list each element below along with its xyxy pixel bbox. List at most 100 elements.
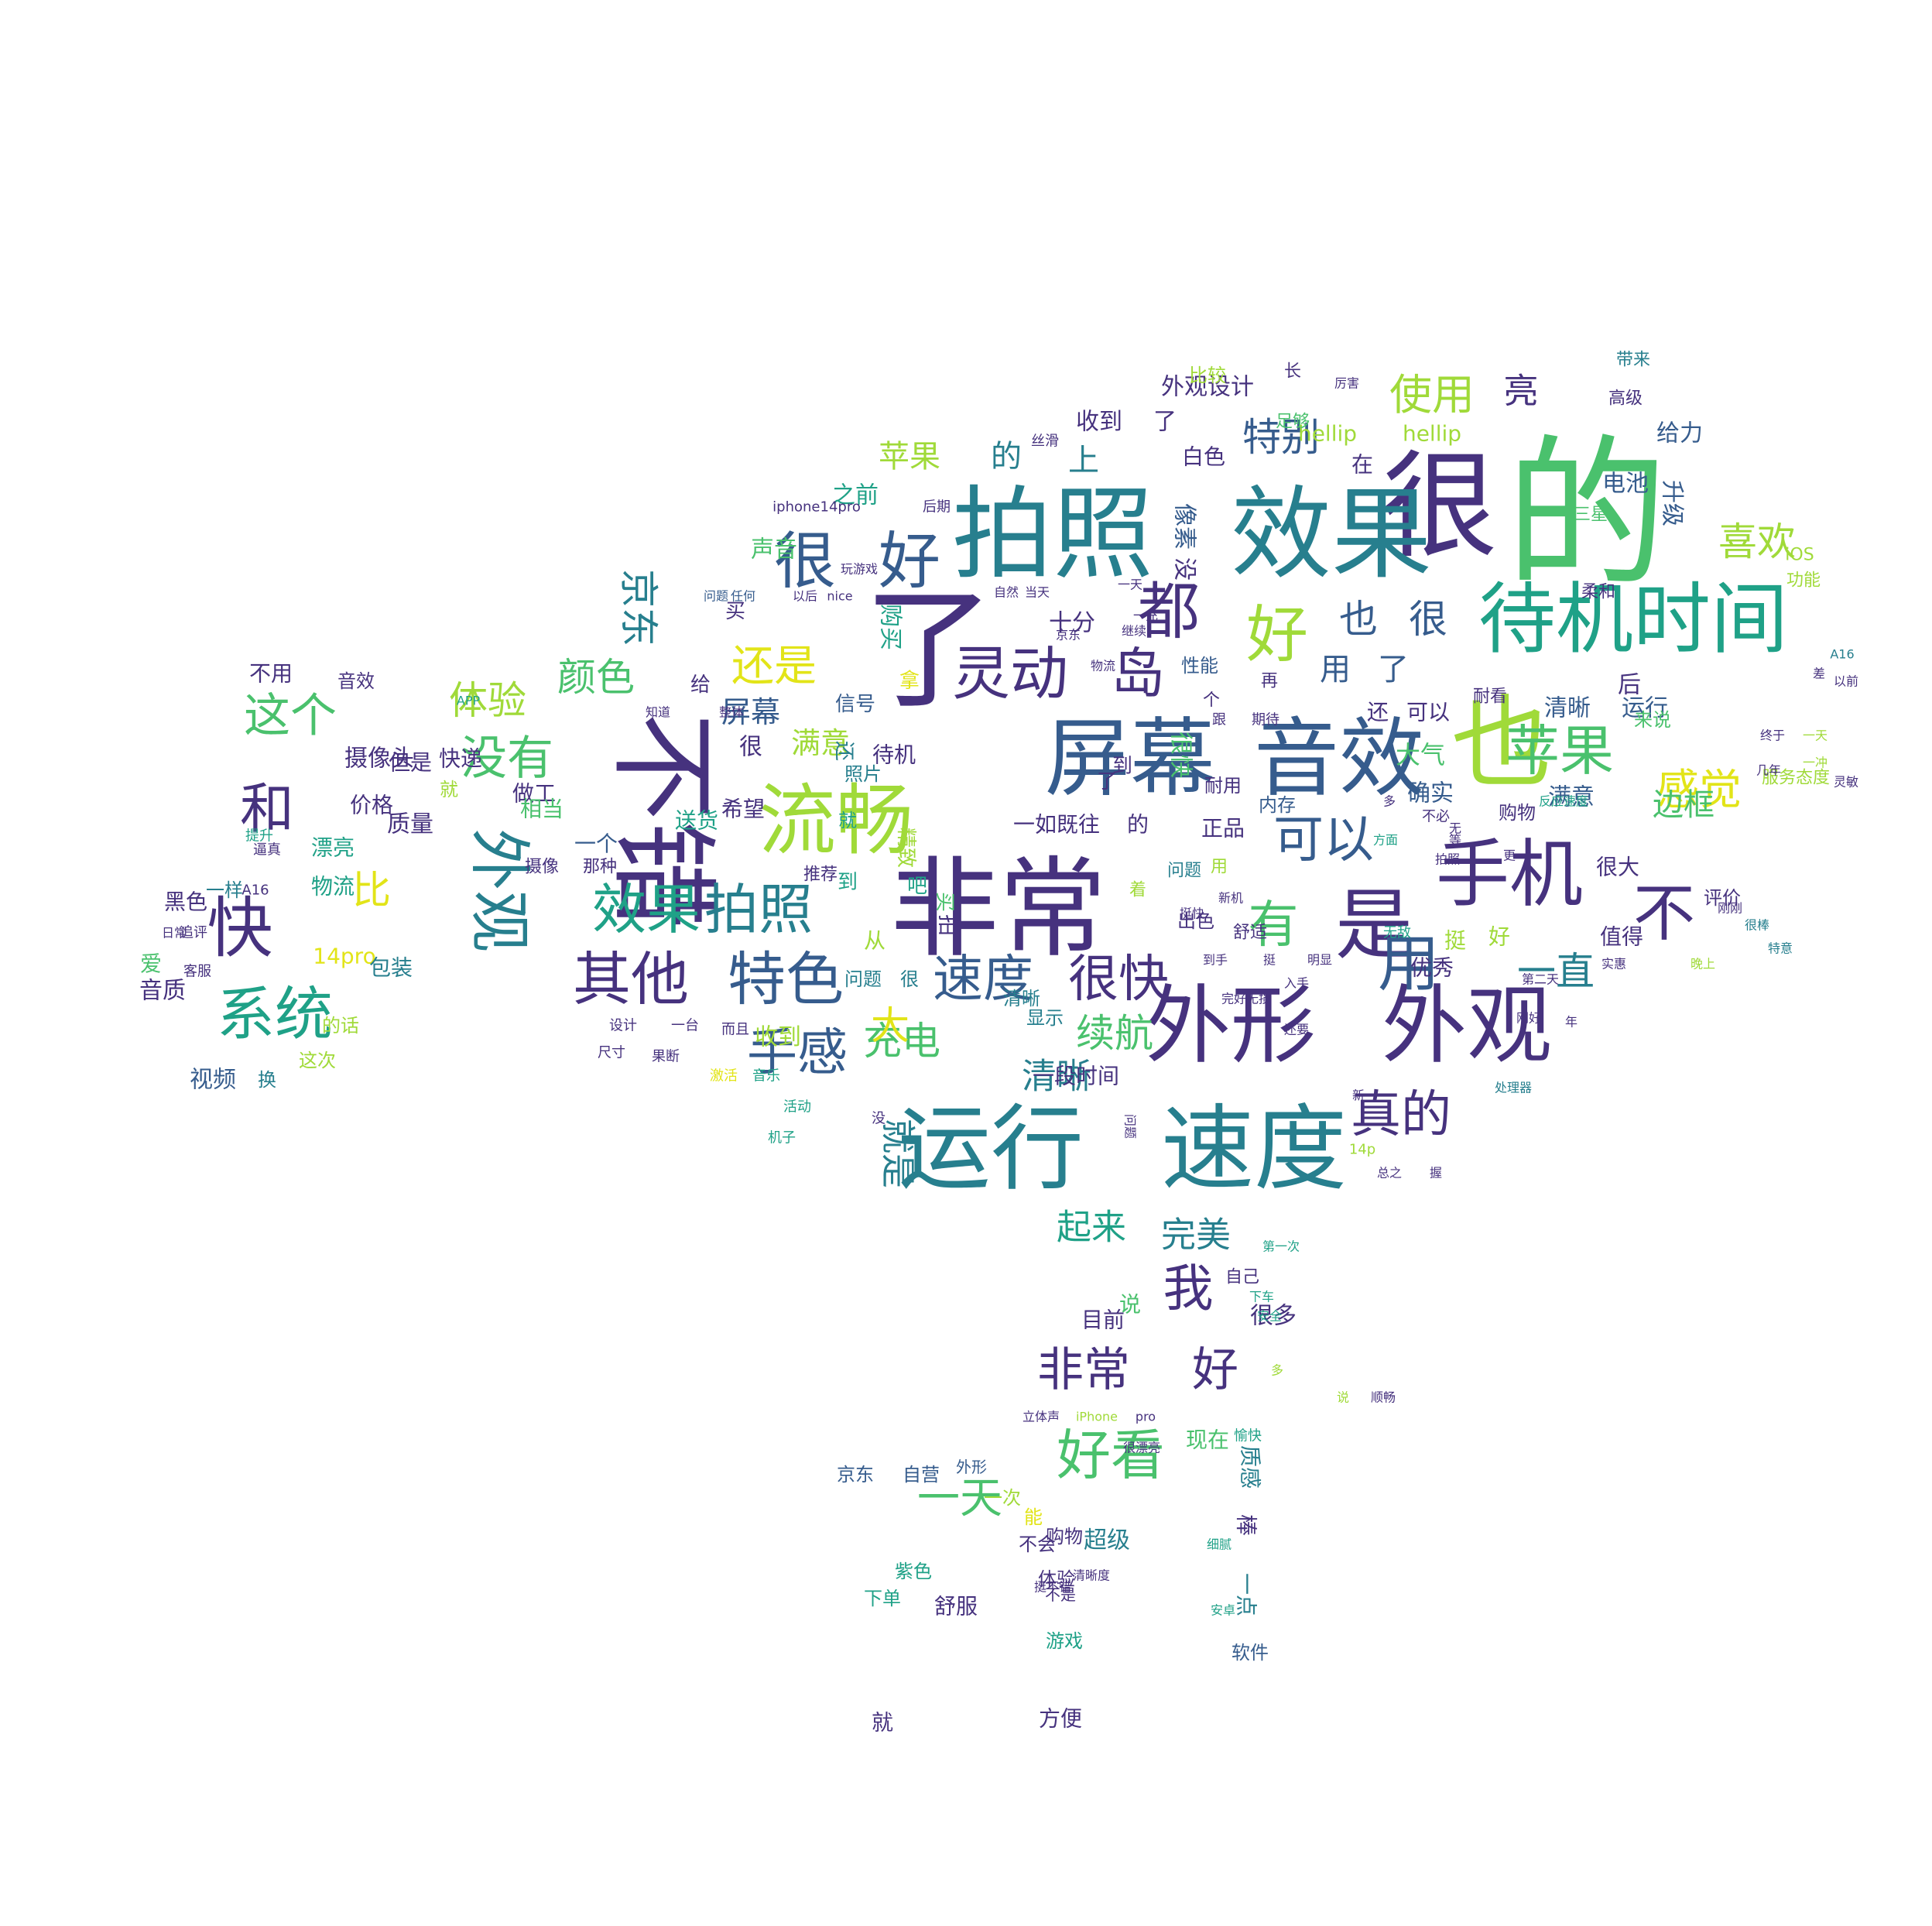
word-cloud-word: 棒 bbox=[1234, 1514, 1259, 1536]
word-cloud-word: 给力 bbox=[1656, 420, 1703, 447]
word-cloud-word: 边框 bbox=[1653, 787, 1714, 823]
word-cloud-word: 升级 bbox=[1659, 480, 1686, 526]
word-cloud-word: 软件 bbox=[1231, 1642, 1269, 1664]
word-cloud-word: 机子 bbox=[768, 1130, 796, 1146]
word-cloud-word: 反应速度 bbox=[1539, 794, 1588, 809]
word-cloud-word: 一充 bbox=[1133, 608, 1158, 623]
word-cloud-word: 提升 bbox=[245, 828, 273, 845]
word-cloud-word: nice bbox=[827, 589, 852, 604]
word-cloud-word: 都 bbox=[1138, 576, 1200, 648]
word-cloud-word: 自己 bbox=[1225, 1268, 1259, 1287]
word-cloud-word: 客服 bbox=[183, 964, 211, 980]
word-cloud-word: 特别 bbox=[1242, 415, 1320, 460]
word-cloud-word: 耐看 bbox=[1473, 687, 1507, 707]
word-cloud-word: 等 bbox=[1449, 833, 1461, 848]
word-cloud-word: 更 bbox=[1503, 848, 1516, 863]
word-cloud-word: 岛 bbox=[1111, 642, 1165, 705]
word-cloud-word: 说 bbox=[1119, 1292, 1141, 1318]
word-cloud-word: 手机 bbox=[1436, 832, 1583, 917]
word-cloud-word: 但是 bbox=[389, 750, 432, 776]
word-cloud-word: 那种 bbox=[583, 858, 617, 877]
word-cloud-word: 逼真 bbox=[253, 842, 281, 858]
word-cloud-word: 一次 bbox=[984, 1487, 1021, 1509]
word-cloud-word: 整体 bbox=[719, 705, 744, 720]
word-cloud-word: 立体声 bbox=[1023, 1410, 1060, 1424]
word-cloud-word: 多 bbox=[1383, 794, 1396, 809]
word-cloud-word: 摄像头 bbox=[344, 745, 414, 773]
word-cloud-word: 不必 bbox=[1422, 809, 1450, 825]
word-cloud-word: 后期 bbox=[923, 499, 951, 516]
word-cloud-word: 声音 bbox=[751, 536, 797, 564]
word-cloud-word: 这个 bbox=[244, 689, 337, 743]
word-cloud-word: 任何 bbox=[731, 589, 755, 604]
word-cloud-word: 摄像 bbox=[525, 858, 559, 877]
word-cloud-word: 清晰 bbox=[1544, 695, 1591, 722]
word-cloud-word: 一直 bbox=[1517, 949, 1595, 994]
word-cloud-word: 好 bbox=[1192, 1343, 1238, 1397]
word-cloud-word: 的 bbox=[991, 439, 1022, 475]
word-cloud-word: 评价 bbox=[1704, 887, 1741, 909]
word-cloud-word: 几年 bbox=[1756, 763, 1781, 778]
word-cloud-word: 其他 bbox=[573, 945, 689, 1013]
word-cloud-word: 高级 bbox=[1608, 389, 1643, 409]
word-cloud-word: 的 bbox=[1127, 812, 1149, 838]
word-cloud-word: 推荐 bbox=[803, 865, 838, 885]
word-cloud-word: 苹果 bbox=[1506, 719, 1614, 783]
word-cloud-word: 一个 bbox=[574, 831, 618, 857]
word-cloud-word: hellip bbox=[1298, 421, 1357, 447]
word-cloud-word: 到 bbox=[838, 871, 858, 894]
word-cloud-word: 问题 bbox=[844, 968, 882, 990]
word-cloud-word: 好看 bbox=[1057, 1424, 1165, 1487]
word-cloud-word: 当天 bbox=[1025, 585, 1050, 600]
word-cloud-word: 活动 bbox=[783, 1099, 811, 1116]
word-cloud-word: 日常 bbox=[162, 926, 187, 941]
word-cloud-word: 白色 bbox=[1182, 444, 1225, 470]
word-cloud-word: 很 bbox=[739, 734, 762, 761]
word-cloud-word: 超级 bbox=[1084, 1527, 1130, 1554]
word-cloud-word: 很多 bbox=[1250, 1303, 1297, 1330]
word-cloud-word: 不 bbox=[1633, 878, 1695, 950]
word-cloud-word: 方面 bbox=[1373, 833, 1398, 848]
word-cloud-word: 优秀 bbox=[1410, 955, 1454, 981]
word-cloud-word: 还是 bbox=[731, 641, 817, 691]
word-cloud-word: 内存 bbox=[1259, 794, 1296, 816]
word-cloud-word: 购物 bbox=[1499, 802, 1536, 824]
word-cloud-word: 能 bbox=[1024, 1506, 1043, 1528]
word-cloud-word: 我 bbox=[1163, 1260, 1213, 1318]
word-cloud-word: 终于 bbox=[1760, 728, 1785, 743]
word-cloud-word: 还 bbox=[832, 741, 855, 761]
word-cloud-word: 黑色 bbox=[164, 889, 207, 915]
word-cloud-word: 舒服 bbox=[934, 1594, 978, 1619]
word-cloud-word: 厉害 bbox=[1334, 376, 1359, 391]
word-cloud-word: 自然 bbox=[994, 585, 1019, 600]
word-cloud-word: 还要 bbox=[1284, 1023, 1309, 1037]
word-cloud-word: 很漂亮 bbox=[1123, 1441, 1160, 1455]
word-cloud-word: 带来 bbox=[1616, 351, 1650, 370]
word-cloud-word: 新 bbox=[1352, 1088, 1365, 1103]
word-cloud-word: 个 bbox=[1203, 691, 1220, 711]
word-cloud-word: 外观设计 bbox=[1161, 374, 1254, 401]
word-cloud-word: 了 bbox=[863, 574, 995, 727]
word-cloud-word: 现在 bbox=[1186, 1427, 1229, 1453]
word-cloud-word: 上 bbox=[1068, 443, 1099, 478]
word-cloud-word: 晚上 bbox=[1690, 957, 1715, 972]
word-cloud-word: 果断 bbox=[652, 1049, 680, 1065]
word-cloud-word: 自营 bbox=[903, 1464, 940, 1486]
word-cloud-word: 总之 bbox=[1377, 1166, 1402, 1181]
word-cloud-word: 就是 bbox=[878, 1119, 919, 1188]
word-cloud-word: 实惠 bbox=[1601, 957, 1626, 972]
word-cloud-word: 也 bbox=[1451, 684, 1552, 802]
word-cloud-word: 设计 bbox=[609, 1018, 637, 1034]
word-cloud-word: 愉快 bbox=[1234, 1428, 1262, 1444]
word-cloud-word: 快递 bbox=[439, 746, 482, 772]
word-cloud-word: 安全 bbox=[1257, 1309, 1282, 1324]
word-cloud-word: 玩游戏 bbox=[841, 562, 878, 577]
word-cloud-word: 大 bbox=[871, 1003, 909, 1048]
word-cloud-word: 相当 bbox=[520, 797, 564, 822]
word-cloud-word: 买 bbox=[725, 600, 745, 623]
word-cloud-word: 一台 bbox=[671, 1018, 699, 1034]
word-cloud-word: 丝滑 bbox=[1031, 434, 1059, 450]
word-cloud-word: 拿 bbox=[899, 670, 920, 693]
word-cloud-word: 物流 bbox=[311, 874, 355, 900]
word-cloud-word: 换 bbox=[258, 1069, 276, 1091]
